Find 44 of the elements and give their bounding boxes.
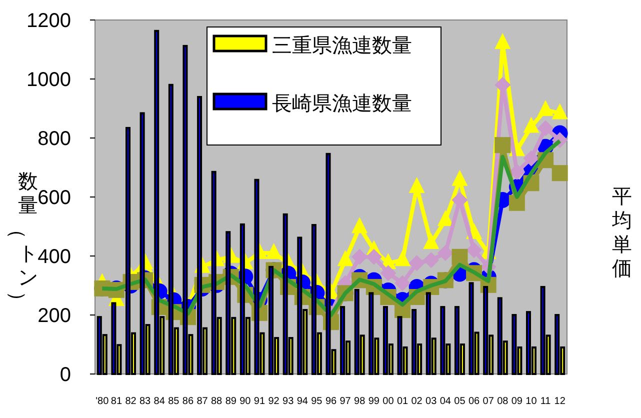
x-tick-label: 02 [411,396,423,407]
y-axis-title: 数量（トン） [6,171,38,311]
x-tick-label: 94 [296,396,308,407]
x-tick-label: 97 [340,396,352,407]
y-tick-label: 200 [38,305,71,327]
x-tick-label: 96 [325,396,337,407]
x-tick-label: 84 [154,396,166,407]
x-tick-label: 03 [426,396,438,407]
legend-label: 長崎県漁連数量 [272,93,412,115]
x-tick-label: 81 [110,396,122,407]
y-tick-label: 0 [60,364,71,386]
x-tick-label: 82 [125,396,137,407]
y-tick-label: 400 [38,246,71,268]
x-tick-label: 92 [268,396,280,407]
x-tick-label: 08 [497,396,509,407]
x-tick-label: 99 [368,396,380,407]
y-tick-label: 600 [38,187,71,209]
x-tick-label: 95 [311,396,323,407]
x-tick-label: 09 [511,396,523,407]
x-tick-label: '80 [96,396,110,407]
y-tick-label: 1200 [26,10,71,32]
y2-axis-title: 平均単価 [611,186,632,280]
x-tick-label: 04 [440,396,452,407]
x-tick-label: 06 [468,396,480,407]
x-tick-label: 87 [196,396,208,407]
x-tick-label: 93 [282,396,294,407]
x-tick-label: 10 [526,396,538,407]
legend-label: 三重県漁連数量 [272,35,412,57]
y-tick-label: 800 [38,128,71,150]
x-tick-label: 98 [354,396,366,407]
x-tick-label: 11 [540,396,552,407]
x-tick-label: 91 [254,396,266,407]
y-tick-label: 1000 [26,69,71,91]
x-tick-label: 85 [168,396,180,407]
x-tick-label: 05 [454,396,466,407]
x-tick-label: 88 [211,396,223,407]
x-tick-label: 07 [482,396,494,407]
x-tick-label: 00 [382,396,394,407]
x-tick-label: 90 [240,396,252,407]
x-tick-label: 89 [225,396,237,407]
x-tick-label: 12 [554,396,566,407]
x-tick-label: 83 [140,396,152,407]
x-tick-label: 86 [182,396,194,407]
x-tick-label: 01 [396,396,409,407]
